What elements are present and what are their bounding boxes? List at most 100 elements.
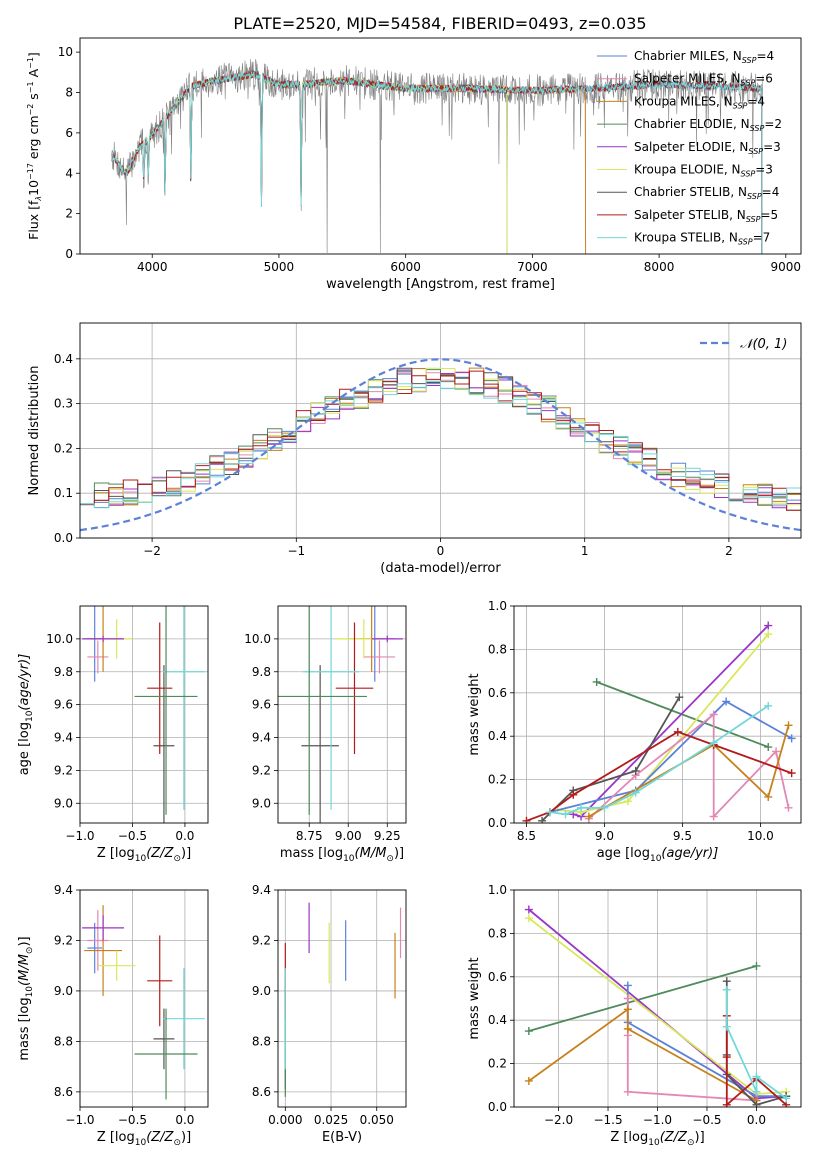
weight-point-marker <box>675 693 684 702</box>
weight-point-marker <box>787 769 796 778</box>
errorbar-point <box>134 606 198 815</box>
weight-point-marker <box>764 630 773 639</box>
x-tick-label: 9.5 <box>673 829 692 843</box>
model-spectrum-line <box>111 70 508 254</box>
weight-point-marker <box>623 1024 632 1033</box>
plot-area <box>80 358 801 538</box>
weight-series-line <box>549 700 793 813</box>
weight-point-marker <box>623 797 632 806</box>
x-tick-label: −1 <box>287 544 305 558</box>
y-tick-label: 9.4 <box>252 883 271 897</box>
y-tick-label: 10.0 <box>244 632 271 646</box>
y-tick-label: 9.8 <box>54 665 73 679</box>
weight-point-marker <box>524 914 533 923</box>
weight-point-marker <box>631 788 640 797</box>
errorbar-point <box>162 968 205 1070</box>
weight-point-marker <box>752 1072 761 1081</box>
y-tick-label: 0.2 <box>488 773 507 787</box>
y-tick-label: 8 <box>65 86 73 100</box>
y-axis-label: age [log10(age/yr)] <box>17 654 35 776</box>
plot-area <box>524 905 791 1107</box>
weight-point-marker <box>752 1087 761 1096</box>
y-tick-label: 0 <box>65 247 73 261</box>
residual-legend: 𝒩(0, 1) <box>700 337 787 352</box>
x-tick-label: −0.5 <box>118 1113 147 1127</box>
weight-point-marker <box>722 977 731 986</box>
weight-point-marker <box>522 816 531 823</box>
residual-histogram-panel: −2 −1 0 1 2 0.0 0.1 0.2 0.3 0.4 𝒩(0, 1) (data-model… <box>27 322 802 576</box>
weight-point-marker <box>673 727 682 736</box>
errorbar-point <box>153 1008 175 1070</box>
y-tick-label: 9.4 <box>54 883 73 897</box>
y-axis-label: Flux [fλ10−17 erg cm−2 s−1 A−1] <box>26 52 43 240</box>
weight-point-marker <box>524 1076 533 1085</box>
x-tick-label: 1 <box>581 544 589 558</box>
errorbar-point <box>162 606 205 810</box>
errorbar-point <box>363 640 396 674</box>
weight-point-marker <box>538 816 547 823</box>
x-axis-label: wavelength [Angstrom, rest frame] <box>326 277 555 292</box>
y-tick-label: 0.0 <box>54 531 73 545</box>
x-tick-label: −0.5 <box>118 829 147 843</box>
weight-point-marker <box>722 697 731 706</box>
x-tick-label: 8.75 <box>296 829 323 843</box>
errorbar-point <box>371 635 403 643</box>
y-tick-label: 9.2 <box>54 933 73 947</box>
errorbar-point <box>301 665 339 823</box>
axes-frame <box>277 889 407 1108</box>
weight-point-marker <box>764 621 773 630</box>
weight-point-marker <box>722 985 731 994</box>
y-tick-label: 9.6 <box>54 698 73 712</box>
x-axis-label: Z [log10(Z/Z⊙)] <box>97 1130 191 1148</box>
y-tick-label: 6 <box>65 126 73 140</box>
weight-point-marker <box>584 812 593 821</box>
errorbar-point <box>87 922 103 974</box>
weight-vs-metallicity-panel: −2.0 −1.5 −1.0 −0.5 0.0 0.0 0.2 0.4 0.6 0.8 1.0 Z [… <box>467 883 802 1148</box>
errorbar-point <box>147 935 173 1027</box>
weight-point-marker <box>623 994 632 1003</box>
y-tick-label: 10.0 <box>46 632 73 646</box>
legend-entry: 𝒩(0, 1) <box>740 337 787 352</box>
weight-point-marker <box>569 790 578 799</box>
y-tick-label: 10 <box>58 45 73 59</box>
plot-area <box>82 606 205 823</box>
weight-point-marker <box>764 792 773 801</box>
x-tick-label: 0.025 <box>314 1113 348 1127</box>
weight-point-marker <box>782 1094 791 1103</box>
errorbar-point <box>147 622 173 754</box>
x-tick-label: 9.00 <box>335 829 362 843</box>
model-spectrum-line <box>111 70 508 254</box>
legend-entry: Chabrier ELODIE, NSSP=2 <box>634 117 782 133</box>
weight-point-marker <box>524 905 533 914</box>
y-tick-label: 0.3 <box>54 397 73 411</box>
x-tick-label: 0.0 <box>747 1113 766 1127</box>
axes-frame <box>79 889 209 1108</box>
legend-entry: Chabrier STELIB, NSSP=4 <box>634 185 779 201</box>
errorbar-point <box>134 1008 198 1100</box>
weight-point-marker <box>722 1022 731 1031</box>
legend-entry: Kroupa STELIB, NSSP=7 <box>634 231 770 247</box>
y-tick-label: 9.6 <box>252 698 271 712</box>
weight-point-marker <box>545 808 554 817</box>
legend-entry: Salpeter MILES, NSSP=6 <box>634 72 773 88</box>
errorbar-point <box>82 635 125 643</box>
legend-entry: Salpeter ELODIE, NSSP=3 <box>634 140 781 156</box>
x-tick-label: 7000 <box>517 260 548 274</box>
x-tick-label: 0.000 <box>268 1113 302 1127</box>
errorbar-point <box>87 640 109 674</box>
legend-entry: Kroupa MILES, NSSP=4 <box>634 94 765 110</box>
x-tick-label: 9.25 <box>374 829 401 843</box>
errorbar-point <box>302 606 360 810</box>
weight-point-marker <box>709 738 718 747</box>
weight-point-marker <box>722 1100 731 1107</box>
y-tick-label: 1.0 <box>488 599 507 613</box>
y-tick-label: 4 <box>65 166 73 180</box>
weight-point-marker <box>709 812 718 821</box>
x-tick-label: 0.050 <box>360 1113 394 1127</box>
errorbar-point <box>87 910 109 971</box>
plot-area <box>82 905 205 1100</box>
y-axis-label: Normed distribution <box>27 366 42 496</box>
y-tick-label: 2 <box>65 207 73 221</box>
weight-point-marker <box>752 961 761 970</box>
weight-point-marker <box>623 1087 632 1096</box>
